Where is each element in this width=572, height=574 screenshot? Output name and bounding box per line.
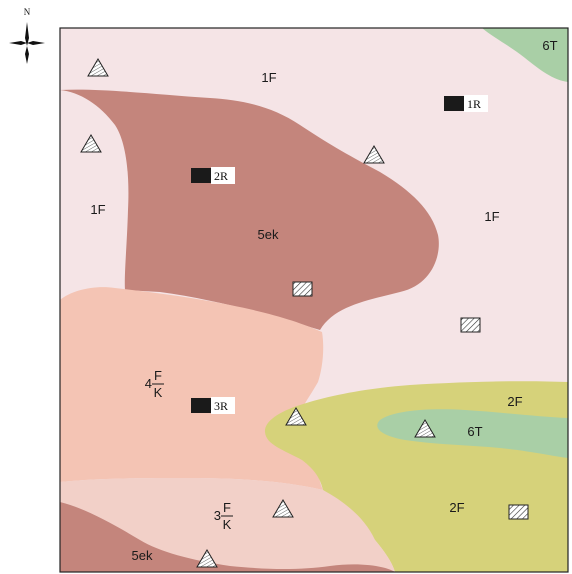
triangle-symbol bbox=[87, 58, 109, 77]
fraction-prefix: 3 bbox=[214, 508, 221, 523]
marker-block bbox=[191, 168, 211, 183]
triangle-symbol bbox=[196, 549, 218, 568]
marker-label: 3R bbox=[214, 399, 228, 413]
triangle-symbol bbox=[272, 499, 294, 518]
unit-5ek-area-bottom bbox=[60, 502, 395, 572]
fraction-denominator: K bbox=[154, 385, 163, 400]
unit-label-5ek: 5ek bbox=[132, 548, 153, 563]
marker-label: 2R bbox=[214, 169, 228, 183]
unit-5ek-area-main bbox=[60, 89, 439, 330]
map-units bbox=[60, 28, 568, 572]
marker-2r[interactable]: 2R bbox=[191, 167, 235, 184]
hatched-box-symbol bbox=[508, 504, 529, 520]
unit-label-6t: 6T bbox=[467, 424, 482, 439]
north-label: N bbox=[24, 7, 31, 17]
unit-label-1f: 1F bbox=[484, 209, 499, 224]
fraction-numerator: F bbox=[154, 368, 162, 383]
unit-4fk-area bbox=[60, 287, 324, 490]
fraction-label-3fk: 3 F K bbox=[214, 500, 233, 532]
map-frame bbox=[59, 27, 569, 573]
triangle-symbol bbox=[80, 134, 102, 153]
hatched-box-symbol bbox=[292, 281, 313, 297]
unit-label-1f: 1F bbox=[261, 70, 276, 85]
marker-block bbox=[191, 398, 211, 413]
unit-label-2f: 2F bbox=[449, 500, 464, 515]
east-arrow-needle bbox=[27, 41, 45, 45]
marker-3r[interactable]: 3R bbox=[191, 397, 235, 414]
unit-label-6t: 6T bbox=[542, 38, 557, 53]
marker-1r[interactable]: 1R bbox=[444, 95, 488, 112]
unit-label-2f: 2F bbox=[507, 394, 522, 409]
unit-3fk-area bbox=[60, 478, 395, 572]
hatched-box-symbols bbox=[292, 281, 529, 520]
hatched-box-symbol bbox=[460, 317, 481, 333]
north-arrow: N bbox=[9, 7, 45, 64]
west-arrow-needle bbox=[9, 41, 27, 45]
north-arrow-needle bbox=[25, 22, 29, 46]
south-arrow-needle bbox=[25, 46, 29, 64]
marker-block bbox=[444, 96, 464, 111]
marker-label-bg bbox=[211, 397, 235, 414]
unit-6t-area-top bbox=[482, 28, 568, 82]
marker-label-bg bbox=[211, 167, 235, 184]
triangle-symbols bbox=[80, 58, 436, 568]
triangle-symbol bbox=[285, 407, 307, 426]
fraction-label-4fk: 4 F K bbox=[145, 368, 164, 400]
marker-label: 1R bbox=[467, 97, 481, 111]
fraction-prefix: 4 bbox=[145, 376, 152, 391]
fraction-numerator: F bbox=[223, 500, 231, 515]
marker-label-bg bbox=[464, 95, 488, 112]
unit-label-5ek: 5ek bbox=[258, 227, 279, 242]
unit-label-1f: 1F bbox=[90, 202, 105, 217]
triangle-symbol bbox=[363, 145, 385, 164]
unit-labels: 1F 1F 1F 5ek 5ek 6T 6T 2F 2F bbox=[90, 38, 557, 563]
triangle-symbol bbox=[414, 419, 436, 438]
fraction-denominator: K bbox=[223, 517, 232, 532]
